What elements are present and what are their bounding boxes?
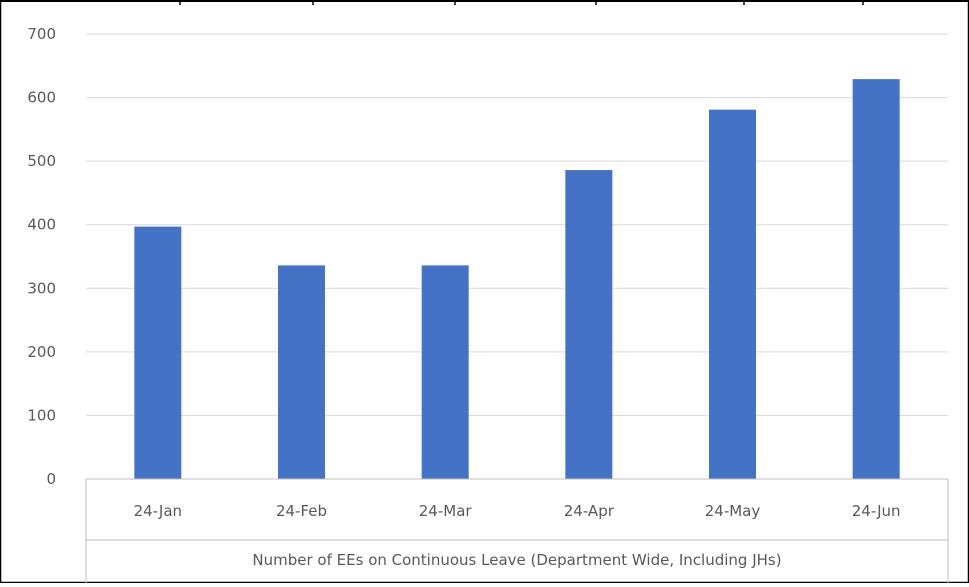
y-axis-ticks: 0 100 200 300 400 500 600 700 <box>27 25 56 488</box>
x-category-label-24-Jun: 24-Jun <box>852 502 901 520</box>
y-tick-label-100: 100 <box>27 406 56 424</box>
bars <box>134 79 900 480</box>
y-tick-label-700: 700 <box>27 25 56 43</box>
y-tick-label-200: 200 <box>27 343 56 361</box>
y-tick-label-300: 300 <box>27 279 56 297</box>
x-axis-categories: 24-Jan 24-Feb 24-Mar 24-Apr 24-May 24-Jun <box>134 502 901 520</box>
bar-24-Jan <box>134 226 182 479</box>
x-category-label-24-Feb: 24-Feb <box>276 502 327 520</box>
bar-24-May <box>709 109 756 480</box>
x-category-label-24-May: 24-May <box>705 502 761 520</box>
bar-24-Apr <box>565 170 613 480</box>
y-tick-label-400: 400 <box>27 216 56 234</box>
bar-24-Mar <box>421 265 469 479</box>
x-category-label-24-Apr: 24-Apr <box>564 502 615 520</box>
top-border-segments <box>0 0 969 5</box>
bar-24-Feb <box>278 265 325 479</box>
x-category-label-24-Mar: 24-Mar <box>419 502 473 520</box>
y-tick-label-600: 600 <box>27 89 56 107</box>
y-tick-label-500: 500 <box>27 152 56 170</box>
x-axis <box>85 478 949 583</box>
gridlines <box>86 33 948 416</box>
bar-24-Jun <box>852 79 900 479</box>
y-tick-label-0: 0 <box>46 470 56 488</box>
x-axis-title: Number of EEs on Continuous Leave (Depar… <box>252 551 781 569</box>
x-category-label-24-Jan: 24-Jan <box>134 502 182 520</box>
